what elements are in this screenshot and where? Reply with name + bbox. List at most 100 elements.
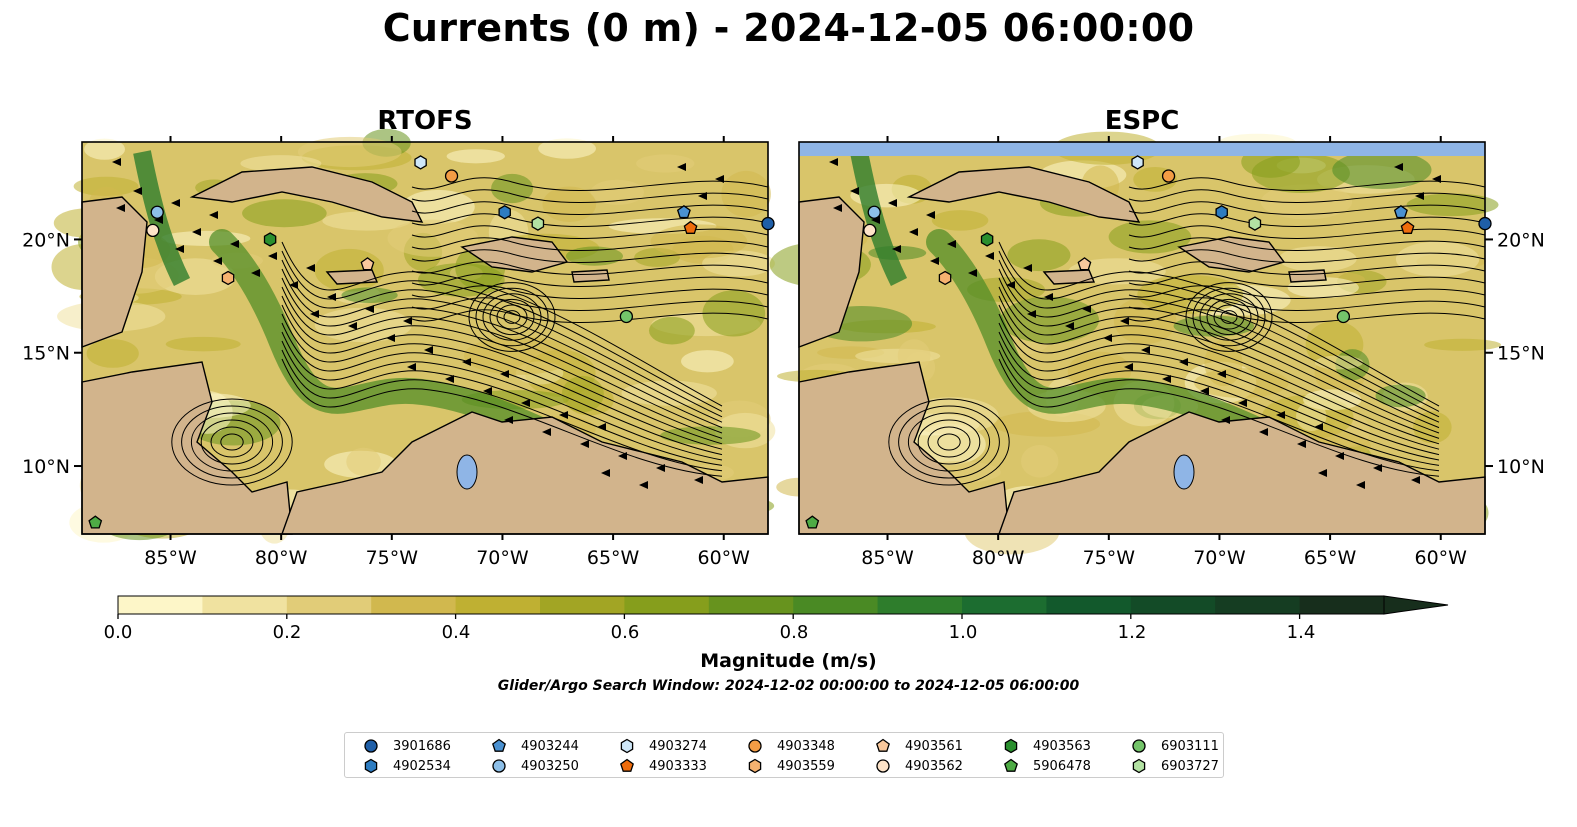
platform-marker-4903561 xyxy=(1077,257,1092,271)
no-data-strip xyxy=(799,142,1485,156)
circle-marker-icon xyxy=(748,739,762,753)
legend-marker-3901686 xyxy=(364,739,378,753)
lon-tick-label: 65°W xyxy=(587,547,640,569)
lon-tick-label: 85°W xyxy=(861,547,914,569)
legend-item-5906478: 5906478 xyxy=(1001,756,1091,776)
land-mass xyxy=(1288,269,1327,283)
legend-label: 4903274 xyxy=(649,738,707,754)
lat-tick-label: 10°N xyxy=(22,456,70,478)
platform-marker-6903111 xyxy=(619,309,634,324)
lon-tick-label: 80°W xyxy=(255,547,308,569)
legend-marker-4903562 xyxy=(876,759,890,773)
legend-label: 4903244 xyxy=(521,738,579,754)
colorbar-extend-arrow xyxy=(1383,595,1449,615)
land-mass xyxy=(281,411,769,535)
legend-label: 4903333 xyxy=(649,758,707,774)
lon-tick-label: 75°W xyxy=(366,547,419,569)
land-mass xyxy=(571,269,610,283)
legend-item-4903348: 4903348 xyxy=(745,736,835,756)
legend-label: 5906478 xyxy=(1033,758,1091,774)
lake xyxy=(456,454,478,490)
map-rtofs[interactable]: 85°W 80°W 75°W 70°W 65°W 60°W 20°N 15°N 10°N xyxy=(22,128,776,569)
legend-item-4903244: 4903244 xyxy=(489,736,579,756)
streamlines xyxy=(888,177,1486,486)
colorbar-frame xyxy=(117,595,1385,615)
colorbar-segment xyxy=(877,596,963,614)
hexagon-marker-icon xyxy=(1004,738,1018,754)
legend-item-4902534: 4902534 xyxy=(361,756,451,776)
legend-item-4903274: 4903274 xyxy=(617,736,707,756)
colorbar-tick: 0.0 xyxy=(103,622,133,643)
hexagon-marker-icon xyxy=(748,758,762,774)
lon-tick-label: 80°W xyxy=(972,547,1025,569)
legend-label: 4903559 xyxy=(777,758,835,774)
colorbar-segment xyxy=(455,596,541,614)
legend-marker-5906478 xyxy=(1004,758,1018,772)
hexagon-marker-icon xyxy=(620,738,634,754)
legend-item-4903563: 4903563 xyxy=(1001,736,1091,756)
legend-marker-4903333 xyxy=(620,758,634,772)
pentagon-marker-icon xyxy=(620,758,634,772)
legend-item-4903250: 4903250 xyxy=(489,756,579,776)
legend-item-4903562: 4903562 xyxy=(873,756,963,776)
land-mass xyxy=(1042,269,1096,285)
platform-marker-5906478 xyxy=(88,515,103,529)
circle-marker-icon xyxy=(1132,739,1146,753)
land-mass xyxy=(325,269,379,285)
lake xyxy=(1173,454,1195,490)
platform-marker-4903244 xyxy=(1393,205,1408,219)
platform-marker-4903563 xyxy=(980,232,994,247)
streamline-arrows xyxy=(829,158,1441,489)
streamline-arrows xyxy=(112,158,724,489)
platform-marker-4902534 xyxy=(1215,205,1228,220)
legend-label: 4903250 xyxy=(521,758,579,774)
legend-marker-4903274 xyxy=(620,738,634,754)
colorbar-segment xyxy=(118,596,203,614)
legend-label: 3901686 xyxy=(393,738,451,754)
land-mass xyxy=(189,166,424,223)
legend-marker-4903563 xyxy=(1004,738,1018,754)
legend-item-3901686: 3901686 xyxy=(361,736,451,756)
colorbar-segment xyxy=(1046,596,1132,614)
platform-marker-4903333 xyxy=(683,220,698,234)
lon-tick-label: 60°W xyxy=(1415,547,1468,569)
platform-marker-3901686 xyxy=(761,216,775,231)
lon-tick-label: 85°W xyxy=(144,547,197,569)
panel-title-espc: ESPC xyxy=(1104,106,1180,136)
legend-item-6903111: 6903111 xyxy=(1129,736,1219,756)
circle-marker-icon xyxy=(364,739,378,753)
legend-marker-4903244 xyxy=(492,738,506,752)
platform-marker-4903348 xyxy=(1161,169,1176,183)
figure-title: Currents (0 m) - 2024-12-05 06:00:00 xyxy=(382,6,1195,50)
legend-marker-4903250 xyxy=(492,759,506,773)
lon-tick-label: 65°W xyxy=(1304,547,1357,569)
land-mass xyxy=(998,411,1486,535)
legend-marker-6903111 xyxy=(1132,739,1146,753)
lat-tick-label: 20°N xyxy=(22,229,70,251)
platform-marker-6903111 xyxy=(1336,309,1351,324)
colorbar-segment xyxy=(286,596,372,614)
hexagon-marker-icon xyxy=(1132,758,1146,774)
map-espc[interactable]: 85°W 80°W 75°W 70°W 65°W 60°W 20°N 15°N 10°N xyxy=(769,131,1545,569)
colorbar-segment xyxy=(202,596,288,614)
legend-label: 4903561 xyxy=(905,738,963,754)
lat-tick-label: 20°N xyxy=(1497,229,1545,251)
colorbar xyxy=(117,595,1449,619)
legend-label: 6903727 xyxy=(1161,758,1219,774)
colorbar-tick: 0.4 xyxy=(441,622,471,643)
platform-legend: 3901686 4902534 4903244 4903250 4903274 49033… xyxy=(344,732,1224,778)
platform-marker-4903559 xyxy=(938,270,952,286)
platform-marker-5906478 xyxy=(805,515,820,529)
legend-label: 4903562 xyxy=(905,758,963,774)
colorbar-tick: 1.0 xyxy=(948,622,978,643)
legend-item-4903333: 4903333 xyxy=(617,756,707,776)
platform-marker-4903559 xyxy=(221,270,235,286)
platform-marker-4903274 xyxy=(414,155,427,170)
panel-title-rtofs: RTOFS xyxy=(377,106,473,136)
colorbar-segment xyxy=(624,596,710,614)
legend-item-4903561: 4903561 xyxy=(873,736,963,756)
legend-label: 4902534 xyxy=(393,758,451,774)
platform-marker-3901686 xyxy=(1478,216,1492,231)
platform-marker-4903562 xyxy=(863,223,877,238)
lat-tick-label: 10°N xyxy=(1497,456,1545,478)
